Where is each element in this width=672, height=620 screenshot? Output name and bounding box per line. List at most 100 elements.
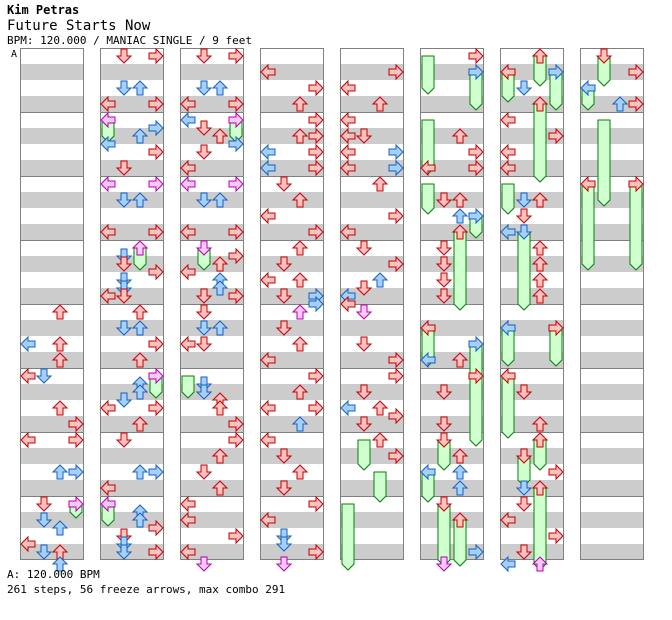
right-arrow-icon: [148, 463, 164, 481]
beat-band: [500, 544, 564, 560]
right-arrow-icon: [468, 47, 484, 65]
left-arrow-icon: [580, 175, 596, 193]
right-arrow-icon: [308, 399, 324, 417]
left-arrow-icon: [340, 143, 356, 161]
beat-band: [180, 256, 244, 272]
left-arrow-icon: [180, 175, 196, 193]
right-arrow-icon: [148, 95, 164, 113]
beat-band: [580, 288, 644, 304]
down-arrow-icon: [435, 240, 453, 256]
left-arrow-icon: [20, 335, 36, 353]
left-arrow-icon: [340, 295, 356, 313]
artist-name: Kim Petras: [7, 3, 80, 17]
left-arrow-icon: [180, 543, 196, 561]
right-arrow-icon: [388, 207, 404, 225]
left-arrow-icon: [180, 495, 196, 513]
left-arrow-icon: [100, 95, 116, 113]
left-arrow-icon: [180, 511, 196, 529]
down-arrow-icon: [515, 192, 533, 208]
down-arrow-icon: [35, 544, 53, 560]
down-arrow-icon: [515, 208, 533, 224]
down-arrow-icon: [195, 556, 213, 572]
freeze-arrow-left: [501, 375, 515, 439]
right-arrow-icon: [548, 63, 564, 81]
up-arrow-icon: [131, 304, 149, 320]
up-arrow-icon: [211, 80, 229, 96]
left-arrow-icon: [180, 263, 196, 281]
down-arrow-icon: [275, 556, 293, 572]
down-arrow-icon: [515, 496, 533, 512]
down-arrow-icon: [275, 176, 293, 192]
down-arrow-icon: [115, 48, 133, 64]
beat-band: [180, 512, 244, 528]
beat-band: [260, 512, 324, 528]
right-arrow-icon: [308, 127, 324, 145]
chart-column: [20, 48, 84, 560]
right-arrow-icon: [548, 127, 564, 145]
right-arrow-icon: [628, 175, 644, 193]
beat-band: [580, 96, 644, 112]
beat-band: [100, 352, 164, 368]
right-arrow-icon: [148, 519, 164, 537]
right-arrow-icon: [308, 143, 324, 161]
left-arrow-icon: [180, 111, 196, 129]
left-arrow-icon: [340, 223, 356, 241]
beat-band: [20, 256, 84, 272]
beat-band: [260, 352, 324, 368]
beat-band: [100, 480, 164, 496]
down-arrow-icon: [355, 240, 373, 256]
right-arrow-icon: [548, 319, 564, 337]
down-arrow-icon: [355, 336, 373, 352]
beat-band: [340, 512, 404, 528]
right-arrow-icon: [628, 63, 644, 81]
right-arrow-icon: [68, 431, 84, 449]
beat-band: [260, 384, 324, 400]
beat-band: [500, 416, 564, 432]
left-arrow-icon: [100, 479, 116, 497]
right-arrow-icon: [388, 447, 404, 465]
up-arrow-icon: [531, 556, 549, 572]
up-arrow-icon: [131, 512, 149, 528]
right-arrow-icon: [228, 431, 244, 449]
beat-band: [100, 128, 164, 144]
up-arrow-icon: [531, 256, 549, 272]
beat-band: [20, 448, 84, 464]
up-arrow-icon: [211, 448, 229, 464]
beat-band: [100, 544, 164, 560]
beat-band: [500, 512, 564, 528]
right-arrow-icon: [228, 111, 244, 129]
beat-band: [580, 384, 644, 400]
left-arrow-icon: [500, 555, 516, 573]
up-arrow-icon: [371, 96, 389, 112]
down-arrow-icon: [115, 432, 133, 448]
beat-band: [260, 448, 324, 464]
beat-band: [20, 128, 84, 144]
beat-band: [100, 288, 164, 304]
beat-band: [500, 160, 564, 176]
beat-band: [500, 288, 564, 304]
up-arrow-icon: [451, 448, 469, 464]
beat-band: [420, 96, 484, 112]
up-arrow-icon: [51, 336, 69, 352]
left-arrow-icon: [20, 431, 36, 449]
beat-band: [420, 352, 484, 368]
down-arrow-icon: [195, 120, 213, 136]
down-arrow-icon: [515, 544, 533, 560]
down-arrow-icon: [275, 448, 293, 464]
beat-band: [20, 224, 84, 240]
beat-band: [420, 480, 484, 496]
beat-band: [580, 512, 644, 528]
left-arrow-icon: [260, 159, 276, 177]
right-arrow-icon: [388, 159, 404, 177]
up-arrow-icon: [371, 272, 389, 288]
beat-band: [340, 480, 404, 496]
left-arrow-icon: [500, 143, 516, 161]
beat-band: [260, 64, 324, 80]
beat-band: [580, 64, 644, 80]
down-arrow-icon: [515, 80, 533, 96]
down-arrow-icon: [115, 392, 133, 408]
down-arrow-icon: [595, 48, 613, 64]
up-arrow-icon: [291, 336, 309, 352]
bpm-change-marker: A: [11, 49, 17, 60]
